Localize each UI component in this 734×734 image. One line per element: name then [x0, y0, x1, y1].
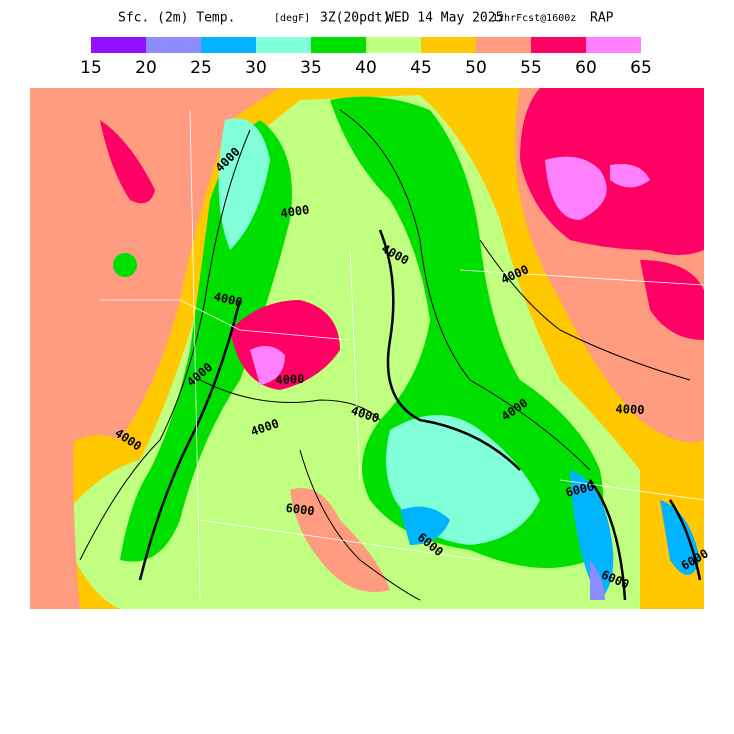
legend-tick-label: 60 — [575, 58, 597, 78]
region — [120, 120, 292, 562]
contour-label: 4000 — [212, 289, 243, 309]
title-part: Sfc. (2m) Temp. — [118, 11, 235, 26]
legend-swatch — [476, 37, 531, 53]
contour — [339, 109, 591, 471]
region — [250, 346, 285, 385]
region — [400, 506, 450, 545]
legend-tick-label: 30 — [245, 58, 267, 78]
title-part: WED 14 May 2025 — [386, 11, 503, 26]
legend-tick-label: 50 — [465, 58, 487, 78]
title-part: [degF] — [274, 13, 310, 24]
region — [100, 120, 155, 204]
region — [570, 470, 614, 600]
title-part: RAP — [590, 11, 614, 26]
legend-swatch — [256, 37, 311, 53]
contour — [588, 479, 627, 601]
legend-swatch — [201, 37, 256, 53]
legend-tick-label: 20 — [135, 58, 157, 78]
legend-tick-label: 15 — [80, 58, 102, 78]
region — [660, 500, 700, 575]
legend-tick-label: 35 — [300, 58, 322, 78]
contour — [378, 229, 521, 471]
contour-label: 6000 — [285, 501, 315, 518]
legend-tick-label: 40 — [355, 58, 377, 78]
legend-swatch — [531, 37, 586, 53]
region — [640, 260, 704, 340]
contour — [138, 299, 242, 581]
legend-tick-label: 45 — [410, 58, 432, 78]
legend-tick-label: 55 — [520, 58, 542, 78]
region — [590, 560, 605, 600]
legend-swatch — [366, 37, 421, 53]
legend-swatch — [146, 37, 201, 53]
legend-swatch — [421, 37, 476, 53]
contour — [299, 449, 421, 601]
legend-swatch — [311, 37, 366, 53]
state-border — [100, 109, 704, 601]
legend-swatch — [91, 37, 146, 53]
region — [610, 164, 650, 188]
legend-tick-label: 65 — [630, 58, 652, 78]
title-part: 3Z(20pdt) — [320, 11, 390, 26]
title: Sfc. (2m) Temp. [degF] 3Z(20pdt)WED 14 May… — [118, 11, 614, 26]
legend-tick-label: 25 — [190, 58, 212, 78]
legend-swatch — [586, 37, 641, 53]
region — [218, 118, 270, 250]
title-part: 12hrFcst@1600z — [492, 13, 576, 24]
contour — [479, 239, 691, 381]
contour-label: 4000 — [280, 203, 311, 221]
contour-label: 6000 — [564, 479, 595, 500]
region — [545, 156, 607, 220]
contour — [79, 129, 251, 561]
legend: 15 20 25 30 35 40 45 50 55 60 65 — [80, 37, 652, 78]
contour-label: 4000 — [275, 372, 305, 387]
contour-label: 4000 — [615, 402, 644, 417]
region — [113, 253, 137, 277]
region — [30, 88, 100, 609]
contour — [668, 499, 702, 581]
contour — [199, 379, 381, 421]
